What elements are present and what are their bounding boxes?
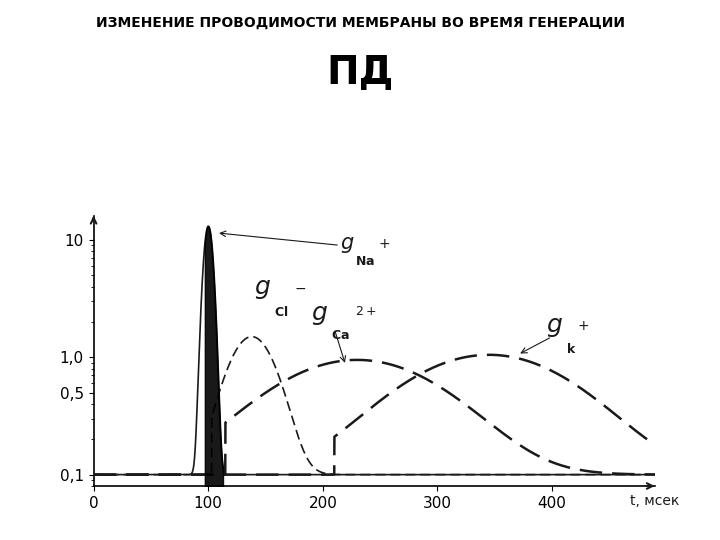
Text: $\mathregular{k}$: $\mathregular{k}$ <box>566 342 576 356</box>
Text: $+$: $+$ <box>577 319 590 333</box>
Text: $2+$: $2+$ <box>355 305 377 318</box>
Text: $-$: $-$ <box>294 281 306 295</box>
Text: t, мсек: t, мсек <box>630 494 680 508</box>
Text: $g$: $g$ <box>254 277 271 301</box>
Text: ИЗМЕНЕНИЕ ПРОВОДИМОСТИ МЕМБРАНЫ ВО ВРЕМЯ ГЕНЕРАЦИИ: ИЗМЕНЕНИЕ ПРОВОДИМОСТИ МЕМБРАНЫ ВО ВРЕМЯ… <box>96 16 624 30</box>
Text: $\mathregular{Na}$: $\mathregular{Na}$ <box>355 255 375 268</box>
Text: $+$: $+$ <box>378 237 390 251</box>
Text: $g$: $g$ <box>340 235 354 255</box>
Text: $g$: $g$ <box>311 303 328 327</box>
Text: $\mathregular{Ca}$: $\mathregular{Ca}$ <box>331 329 349 342</box>
Text: $g$: $g$ <box>546 315 563 339</box>
Text: ПД: ПД <box>326 54 394 92</box>
Text: $\mathregular{Cl}$: $\mathregular{Cl}$ <box>274 305 288 319</box>
